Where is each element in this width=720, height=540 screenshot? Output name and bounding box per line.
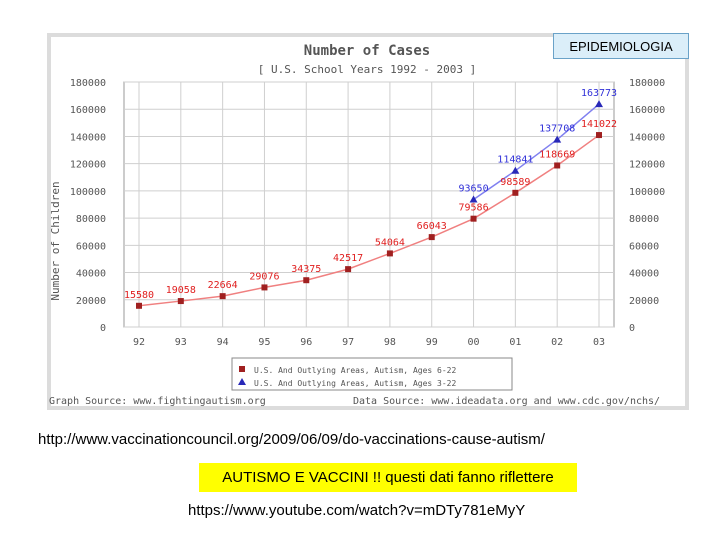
x-tick-label: 02 [551,337,563,348]
y-tick-label-right: 120000 [629,160,665,171]
data-point-marker [261,284,268,291]
grid [123,81,615,328]
epidemiologia-badge: EPIDEMIOLOGIA [553,33,689,59]
data-label: 79586 [458,203,488,214]
data-point-marker [595,100,603,108]
y-tick-label-left: 0 [100,323,106,334]
data-label: 19058 [166,285,196,296]
y-tick-label-right: 20000 [629,296,659,307]
data-point-marker [177,298,184,305]
data-point-marker [345,266,352,273]
data-label: 141022 [581,119,617,130]
x-tick-label: 96 [300,337,312,348]
series-line-1 [138,134,600,307]
series-line-2 [473,103,600,201]
x-tick-label: 95 [258,337,270,348]
y-axis-label: Number of Children [49,181,62,300]
data-point-marker [512,189,519,196]
legend-box [231,357,513,391]
chart-background [51,37,685,406]
x-tick-label: 97 [342,337,354,348]
data-point-marker [428,234,435,241]
data-labels: 15580 19058 22664 29076 34375 42517 54064 66043… [124,88,617,301]
data-label: 54064 [375,237,405,248]
data-point-marker [554,162,561,169]
data-label: 137708 [539,124,575,135]
legend-entry: U.S. And Outlying Areas, Autism, Ages 6-… [254,366,456,375]
y-tick-label-right: 40000 [629,269,659,280]
data-label: 98589 [500,177,530,188]
data-point-marker [596,132,602,139]
y-tick-label-left: 40000 [76,269,106,280]
y-tick-label-left: 20000 [76,296,106,307]
y-tick-label-right: 180000 [629,78,665,89]
x-tick-label: 01 [509,337,521,348]
y-tick-label-left: 120000 [70,160,106,171]
y-tick-label-left: 80000 [76,214,106,225]
data-label: 29076 [249,271,279,282]
data-label: 34375 [291,264,321,275]
data-point-marker [470,215,477,222]
data-label: 22664 [208,280,238,291]
chart-frame: Number of Cases [ U.S. School Years 1992… [47,33,689,410]
chart: Number of Cases [ U.S. School Years 1992… [49,37,685,407]
source-url[interactable]: http://www.vaccinationcouncil.org/2009/0… [38,431,545,448]
y-tick-label-left: 180000 [70,78,106,89]
graph-source: Graph Source: www.fightingautism.org [49,396,266,407]
data-label: 118669 [539,149,575,160]
y-tick-label-right: 80000 [629,214,659,225]
data-label: 15580 [124,290,154,301]
legend-entry: U.S. And Outlying Areas, Autism, Ages 3-… [254,379,456,388]
data-point-marker [136,302,142,309]
x-tick-label: 98 [384,337,396,348]
chart-title: Number of Cases [304,43,430,59]
x-tick-label: 92 [133,337,145,348]
y-tick-label-left: 160000 [70,105,106,116]
y-tick-label-right: 140000 [629,132,665,143]
series-layer [136,100,603,309]
legend: U.S. And Outlying Areas, Autism, Ages 6-… [238,366,456,388]
data-label: 42517 [333,253,363,264]
x-tick-label: 00 [468,337,480,348]
data-source: Data Source: www.ideadata.org and www.cd… [353,396,660,407]
data-label: 66043 [417,221,447,232]
data-point-marker [303,277,310,284]
data-point-marker [469,195,478,203]
y-tick-label-right: 0 [629,323,635,334]
y-tick-label-right: 160000 [629,105,665,116]
data-label: 163773 [581,88,617,99]
highlight-caption: AUTISMO E VACCINI !! questi dati fanno r… [199,463,577,492]
y-tick-label-left: 100000 [70,187,106,198]
x-tick-label: 93 [175,337,187,348]
chart-subtitle: [ U.S. School Years 1992 - 2003 ] [258,63,477,76]
x-tick-label: 99 [426,337,438,348]
x-tick-label: 94 [217,337,229,348]
legend-marker-square [239,366,245,372]
y-tick-label-left: 60000 [76,241,106,252]
data-label: 114841 [497,155,533,166]
data-point-marker [553,135,562,143]
data-label: 93650 [458,184,488,195]
data-point-marker [219,293,226,300]
legend-marker-triangle [238,378,246,385]
data-point-marker [511,166,520,174]
x-tick-label: 03 [593,337,605,348]
video-url[interactable]: https://www.youtube.com/watch?v=mDTy781e… [188,502,526,519]
data-point-marker [386,250,393,257]
y-tick-label-right: 60000 [629,241,659,252]
y-tick-label-left: 140000 [70,132,106,143]
y-tick-label-right: 100000 [629,187,665,198]
